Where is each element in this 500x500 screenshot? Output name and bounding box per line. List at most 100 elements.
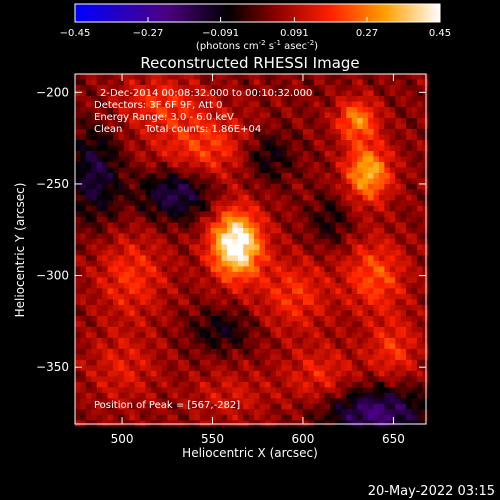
heatmap-cell	[216, 277, 223, 284]
heatmap-cell	[216, 211, 223, 218]
heatmap-cell	[194, 260, 201, 268]
heatmap-cell	[351, 90, 358, 97]
heatmap-cell	[183, 249, 190, 257]
heatmap-cell	[319, 150, 326, 158]
heatmap-cell	[112, 321, 120, 328]
heatmap-cell	[183, 348, 190, 355]
heatmap-cell	[351, 337, 358, 344]
heatmap-cell	[378, 381, 385, 388]
heatmap-cell	[161, 310, 168, 317]
heatmap-cell	[357, 343, 364, 350]
heatmap-cell	[210, 161, 217, 169]
heatmap-cell	[411, 354, 418, 361]
heatmap-cell	[118, 392, 125, 399]
heatmap-cell	[188, 84, 196, 92]
heatmap-cell	[118, 194, 125, 202]
heatmap-cell	[221, 128, 228, 136]
heatmap-cell	[188, 211, 196, 218]
heatmap-cell	[112, 293, 120, 300]
heatmap-cell	[395, 134, 402, 141]
heatmap-cell	[134, 398, 141, 405]
heatmap-cell	[112, 84, 120, 92]
heatmap-cell	[384, 304, 391, 311]
heatmap-cell	[335, 315, 342, 322]
heatmap-cell	[384, 387, 391, 394]
heatmap-cell	[292, 365, 299, 372]
heatmap-cell	[145, 409, 152, 416]
heatmap-cell	[183, 161, 190, 169]
heatmap-cell	[384, 293, 391, 300]
heatmap-cell	[259, 205, 266, 213]
heatmap-cell	[134, 376, 141, 383]
heatmap-cell	[167, 332, 174, 339]
heatmap-cell	[210, 117, 217, 125]
heatmap-cell	[270, 392, 277, 399]
heatmap-cell	[134, 178, 141, 185]
heatmap-cell	[346, 299, 353, 306]
heatmap-cell	[112, 326, 120, 333]
heatmap-cell	[368, 354, 375, 361]
heatmap-cell	[362, 139, 369, 147]
heatmap-cell	[80, 74, 87, 81]
heatmap-cell	[270, 398, 277, 405]
heatmap-cell	[112, 156, 120, 163]
heatmap-cell	[205, 84, 212, 92]
heatmap-cell	[216, 398, 223, 405]
heatmap-cell	[243, 139, 250, 147]
heatmap-cell	[172, 90, 179, 97]
heatmap-cell	[313, 288, 320, 295]
heatmap-cell	[313, 332, 320, 339]
heatmap-cell	[384, 277, 391, 284]
heatmap-cell	[188, 398, 196, 405]
heatmap-cell	[226, 139, 234, 147]
heatmap-cell	[129, 194, 136, 202]
heatmap-cell	[297, 84, 304, 92]
heatmap-cell	[362, 420, 369, 427]
heatmap-cell	[248, 266, 255, 273]
heatmap-cell	[362, 260, 369, 268]
heatmap-cell	[167, 387, 174, 394]
heatmap-cell	[411, 227, 418, 235]
heatmap-cell	[102, 271, 109, 279]
heatmap-cell	[118, 277, 125, 284]
heatmap-cell	[400, 112, 407, 119]
heatmap-cell	[145, 277, 152, 284]
heatmap-cell	[145, 288, 152, 295]
heatmap-cell	[275, 134, 282, 141]
heatmap-cell	[107, 95, 114, 103]
heatmap-cell	[400, 266, 407, 273]
heatmap-cell	[319, 381, 326, 388]
heatmap-cell	[134, 123, 141, 130]
heatmap-cell	[422, 293, 429, 300]
heatmap-cell	[134, 420, 141, 427]
heatmap-cell	[357, 326, 364, 333]
heatmap-cell	[237, 299, 244, 306]
heatmap-cell	[416, 227, 423, 235]
heatmap-cell	[172, 403, 179, 410]
heatmap-cell	[205, 90, 212, 97]
heatmap-cell	[216, 101, 223, 108]
heatmap-cell	[378, 238, 385, 246]
heatmap-cell	[150, 249, 158, 257]
heatmap-cell	[281, 370, 288, 377]
heatmap-cell	[75, 332, 82, 339]
heatmap-cell	[368, 227, 375, 235]
heatmap-cell	[145, 112, 152, 119]
heatmap-cell	[324, 365, 331, 372]
heatmap-cell	[264, 326, 271, 333]
heatmap-cell	[286, 189, 293, 196]
heatmap-cell	[264, 139, 271, 147]
heatmap-cell	[346, 293, 353, 300]
heatmap-cell	[210, 326, 217, 333]
heatmap-cell	[406, 277, 413, 284]
heatmap-cell	[313, 183, 320, 191]
heatmap-cell	[373, 84, 380, 92]
heatmap-cell	[308, 205, 315, 213]
heatmap-cell	[85, 332, 92, 339]
heatmap-cell	[389, 288, 396, 295]
heatmap-cell	[389, 112, 396, 119]
heatmap-cell	[91, 271, 98, 279]
heatmap-cell	[395, 310, 402, 317]
heatmap-cell	[248, 183, 255, 191]
heatmap-cell	[102, 156, 109, 163]
